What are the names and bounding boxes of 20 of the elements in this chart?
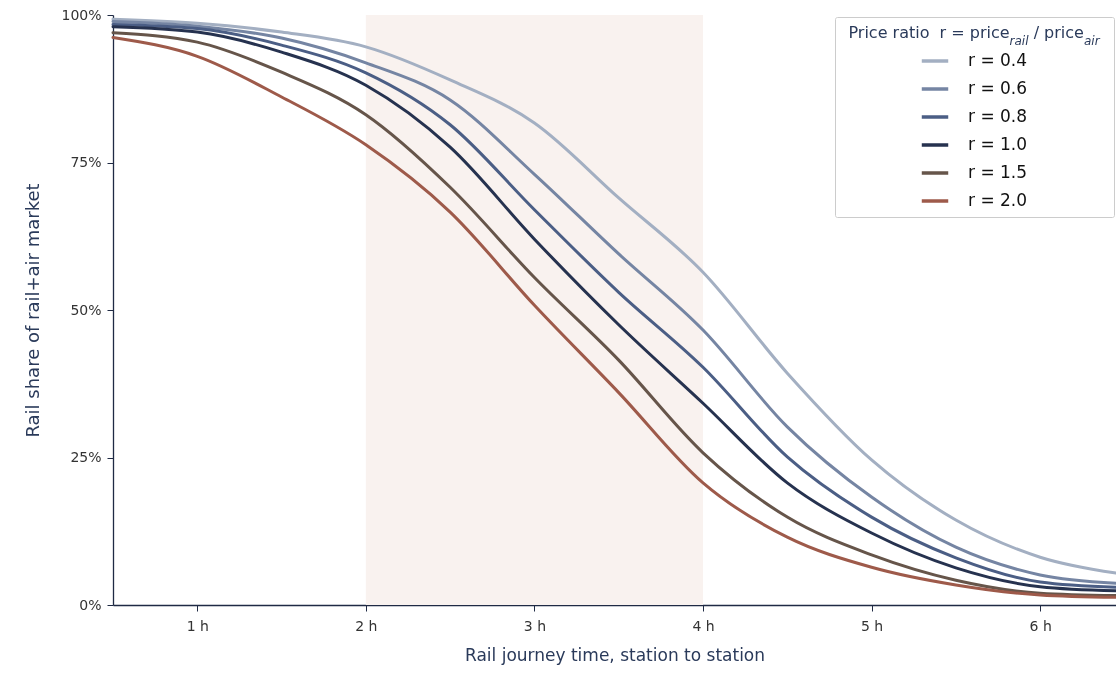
y-tick-label: 75% — [70, 154, 102, 170]
x-tick-label: 2 h — [355, 617, 378, 634]
y-tick-label: 50% — [70, 301, 102, 318]
x-tick-label: 4 h — [692, 617, 715, 634]
x-tick-label: 1 h — [186, 617, 209, 634]
legend-label: r = 1.0 — [968, 134, 1028, 154]
x-tick-label: 3 h — [523, 617, 547, 634]
y-tick-label: 0% — [79, 596, 102, 613]
x-tick-label: 6 h — [1029, 617, 1052, 634]
y-axis-title: Rail share of rail+air market — [22, 183, 44, 438]
legend-label: r = 0.4 — [968, 50, 1028, 70]
x-axis-title: Rail journey time, station to station — [464, 644, 766, 665]
legend-label: r = 1.5 — [968, 162, 1028, 182]
legend-label: r = 0.6 — [968, 78, 1028, 98]
legend-label: r = 2.0 — [968, 190, 1028, 210]
y-tick-label: 25% — [70, 449, 102, 465]
y-tick-label: 100% — [61, 6, 102, 23]
legend-label: r = 0.8 — [968, 106, 1028, 126]
legend-title: Price ratio r = price$_{rail}$ / price$_{air}$ — [848, 23, 1101, 48]
x-tick-label: 5 h — [860, 617, 884, 634]
